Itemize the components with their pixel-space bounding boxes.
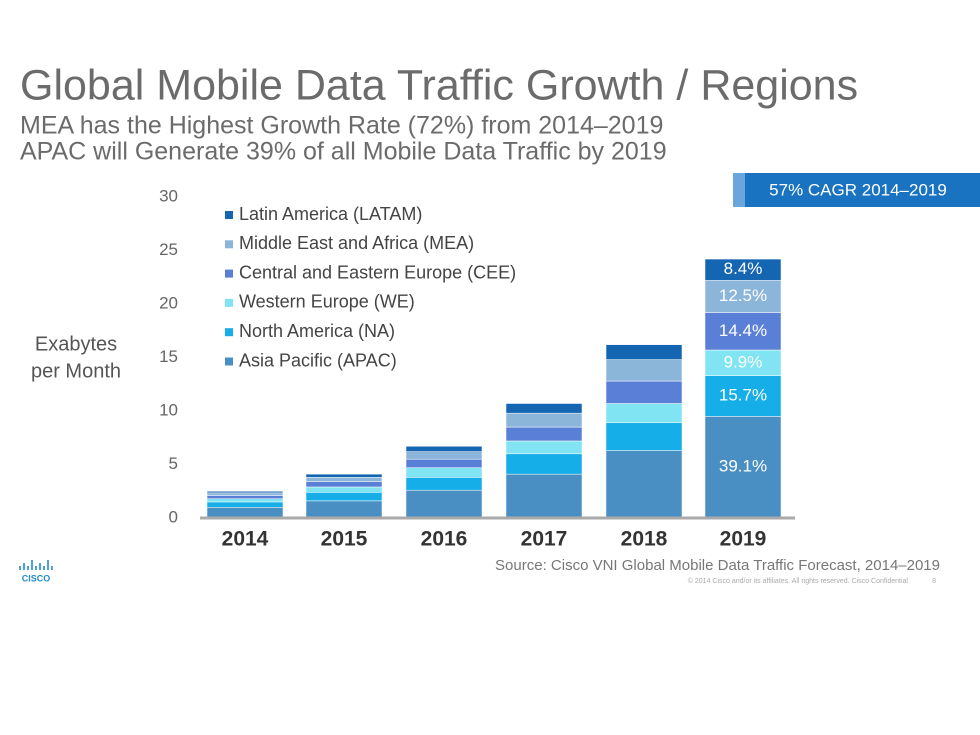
y-tick-label: 5: [169, 454, 178, 473]
subtitle: MEA has the Highest Growth Rate (72%) fr…: [20, 112, 663, 140]
bar-segment: [605, 359, 683, 382]
source: Source: Cisco VNI Global Mobile Data Tra…: [495, 557, 940, 574]
y-tick-label: 10: [159, 400, 178, 419]
y-tick-label: 15: [159, 347, 178, 366]
y-tick-label: 30: [159, 186, 178, 205]
legend-label: Middle East and Africa (MEA): [239, 233, 474, 253]
logo-bars: [19, 560, 53, 570]
share-label: 8.4%: [724, 259, 763, 278]
bar-segment: [305, 486, 383, 493]
bar-segment: [206, 492, 284, 496]
legend-swatch: [225, 298, 233, 307]
legend-label: Western Europe (WE): [239, 292, 415, 312]
bar-segment: [704, 375, 782, 417]
bar-segment: [605, 380, 683, 404]
subtitle: APAC will Generate 39% of all Mobile Dat…: [20, 138, 667, 166]
x-tick-label: 2018: [621, 528, 668, 551]
bar-segment: [305, 477, 383, 482]
bar-segment: [704, 258, 782, 281]
bar-segment: [505, 453, 583, 475]
badge-text: 57% CAGR 2014–2019: [769, 180, 947, 199]
legend-label: Latin America (LATAM): [239, 204, 422, 224]
bar-segment: [505, 412, 583, 428]
bar-segment: [605, 450, 683, 519]
legend-swatch: [225, 357, 233, 366]
bar-segment: [605, 403, 683, 424]
legend-swatch: [225, 211, 233, 219]
share-label: 39.1%: [719, 457, 767, 476]
bar-segment: [505, 426, 583, 442]
bar-segment: [305, 500, 383, 519]
page-number: 8: [932, 578, 936, 585]
chart-title: Global Mobile Data Traffic Growth / Regi…: [20, 61, 858, 109]
bar-segment: [405, 477, 483, 491]
bar-segment: [505, 403, 583, 414]
x-tick-label: 2019: [720, 528, 767, 551]
bar-segment: [505, 473, 583, 519]
legend-label: North America (NA): [239, 321, 395, 341]
bar-segment: [206, 495, 284, 499]
bar-segment: [405, 489, 483, 519]
bar-segment: [305, 473, 383, 478]
y-axis-label: Exabytes: [35, 333, 117, 355]
y-tick-label: 25: [159, 240, 178, 259]
bar-segment: [206, 501, 284, 508]
badge-strip: [733, 173, 745, 207]
bar-segment: [206, 491, 284, 494]
legend-swatch: [225, 240, 233, 249]
bar-segment: [605, 422, 683, 451]
y-tick-label: 20: [159, 293, 178, 312]
legend-label: Central and Eastern Europe (CEE): [239, 262, 516, 282]
share-label: 12.5%: [719, 286, 767, 305]
badge: [745, 173, 980, 207]
bar-segment: [405, 451, 483, 460]
bar-segment: [704, 280, 782, 313]
footer: © 2014 Cisco and/or its affiliates. All …: [688, 577, 909, 585]
bar-segment: [405, 446, 483, 452]
bar-segment: [206, 498, 284, 503]
share-label: 15.7%: [719, 386, 767, 405]
bar-segment: [405, 458, 483, 468]
y-axis-label: per Month: [31, 360, 121, 382]
logo-text: CISCO: [22, 573, 51, 583]
x-tick-label: 2017: [521, 528, 568, 551]
share-label: 9.9%: [724, 352, 763, 371]
legend-swatch: [225, 328, 233, 337]
bar-segment: [305, 492, 383, 502]
x-tick-label: 2016: [421, 528, 468, 551]
bar-segment: [704, 416, 782, 519]
bar-segment: [305, 481, 383, 488]
y-tick-label: 0: [169, 507, 178, 526]
legend-label: Asia Pacific (APAC): [239, 350, 397, 370]
bar-segment: [505, 440, 583, 455]
legend-swatch: [225, 269, 233, 278]
bar-segment: [405, 467, 483, 478]
x-tick-label: 2014: [222, 528, 269, 551]
x-tick-label: 2015: [321, 528, 368, 551]
share-label: 14.4%: [719, 321, 767, 340]
bar-segment: [605, 344, 683, 360]
bar-segment: [206, 507, 284, 519]
